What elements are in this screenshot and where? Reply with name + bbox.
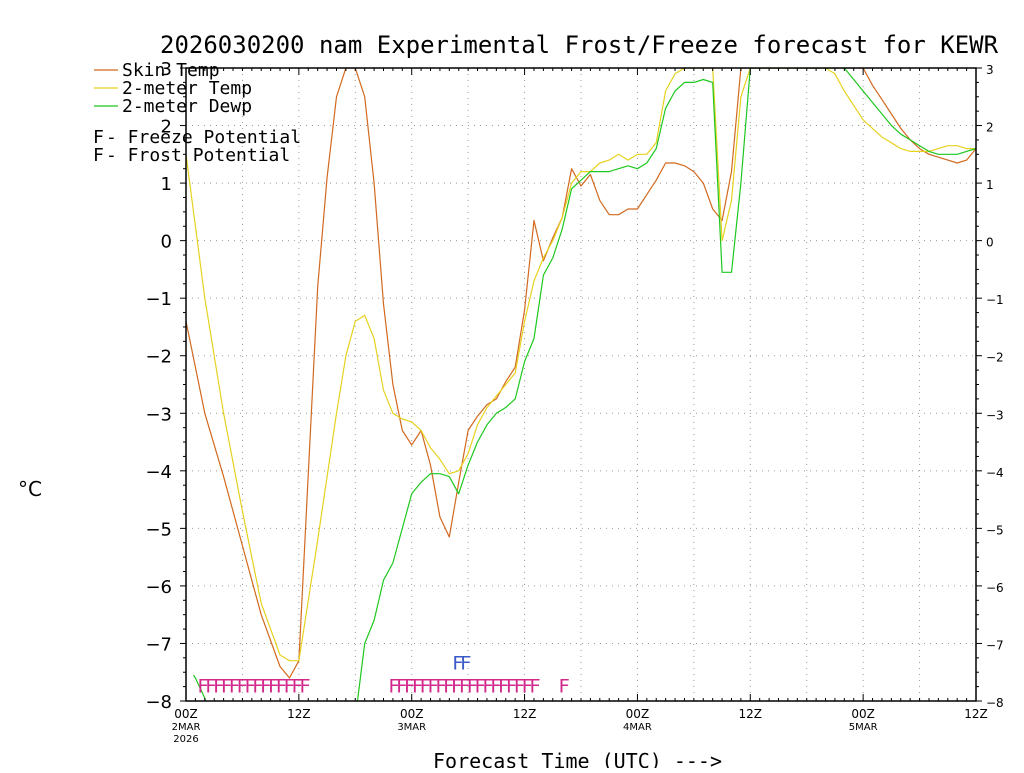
legend-potential-label: - Frost Potential	[106, 145, 290, 166]
y-tick-label-right: −1	[986, 293, 1004, 307]
series-line-skin-temp	[186, 68, 976, 679]
potential-marks: F	[558, 676, 569, 698]
y-tick-label-right: 1	[986, 178, 994, 192]
legend-potential-letter: F	[93, 127, 104, 148]
x-tick-date: 5MAR	[849, 722, 878, 733]
y-tick-label-right: −8	[986, 696, 1004, 710]
y-tick-label-right: −2	[986, 351, 1004, 365]
x-tick-date: 4MAR	[623, 722, 652, 733]
y-tick-label-right: 0	[986, 236, 994, 250]
x-tick-label: 00Z	[626, 707, 650, 721]
y-tick-label: 1	[161, 174, 172, 195]
y-tick-label: 3	[161, 59, 172, 80]
y-tick-label: 0	[161, 232, 172, 253]
legend-potential-letter: F	[93, 145, 104, 166]
y-tick-label: −5	[145, 519, 172, 540]
x-axis-label: Forecast Time (UTC) --->	[433, 749, 722, 768]
y-tick-label-right: 3	[986, 63, 994, 77]
chart-title: 2026030200 nam Experimental Frost/Freeze…	[160, 31, 999, 59]
x-tick-date: 3MAR	[397, 722, 426, 733]
x-tick-label: 00Z	[174, 707, 198, 721]
x-tick-label: 00Z	[851, 707, 875, 721]
legend-label: Skin Temp	[122, 60, 220, 81]
plot-frame	[185, 67, 977, 702]
legend-label: 2-meter Dewp	[122, 96, 252, 117]
legend-potential-label: - Freeze Potential	[106, 127, 301, 148]
x-tick-label: 12Z	[964, 707, 988, 721]
y-tick-label-right: −4	[986, 466, 1004, 480]
x-tick-label: 00Z	[400, 707, 424, 721]
x-tick-label: 12Z	[739, 707, 763, 721]
y-tick-label: −2	[145, 347, 172, 368]
y-tick-label: −4	[145, 462, 172, 483]
potential-marks: FFFFFFFFFFFFFFFFFFF	[388, 676, 540, 698]
x-tick-date: 2MAR	[172, 722, 201, 733]
y-tick-label: −8	[145, 692, 172, 713]
x-tick-year: 2026	[173, 734, 198, 745]
potential-marks: FFFFFFFFFFFFFF	[197, 676, 310, 698]
y-tick-label: −1	[145, 289, 172, 310]
tick-layer: −8 −8 −7 −7 −6 −6 −5 −5 −4 −4 −3 −3 −2 −2 −1 −1 0 0 1 1 2 2 3 3…	[145, 59, 1003, 745]
annotation-layer: FFFFFFFFFFFFFF FFFFFFFFFFFFFFFFFFF FFF	[197, 653, 573, 698]
series-layer	[186, 68, 976, 701]
series-line-2-meter-dewp	[192, 68, 976, 701]
y-tick-label-right: −7	[986, 638, 1004, 652]
series-line-2-meter-temp	[186, 68, 976, 662]
grid-layer	[186, 68, 976, 701]
y-tick-label: −7	[145, 634, 172, 655]
legend-label: 2-meter Temp	[122, 78, 252, 99]
x-tick-label: 12Z	[287, 707, 311, 721]
y-tick-label: −6	[145, 577, 172, 598]
y-tick-label: 2	[161, 117, 172, 138]
y-tick-label: −3	[145, 404, 172, 425]
y-axis-label: °C	[18, 477, 42, 501]
x-tick-label: 12Z	[513, 707, 537, 721]
y-tick-label-right: 2	[986, 121, 994, 135]
y-tick-label-right: −3	[986, 408, 1004, 422]
y-tick-label-right: −6	[986, 581, 1004, 595]
y-tick-label-right: −5	[986, 523, 1004, 537]
